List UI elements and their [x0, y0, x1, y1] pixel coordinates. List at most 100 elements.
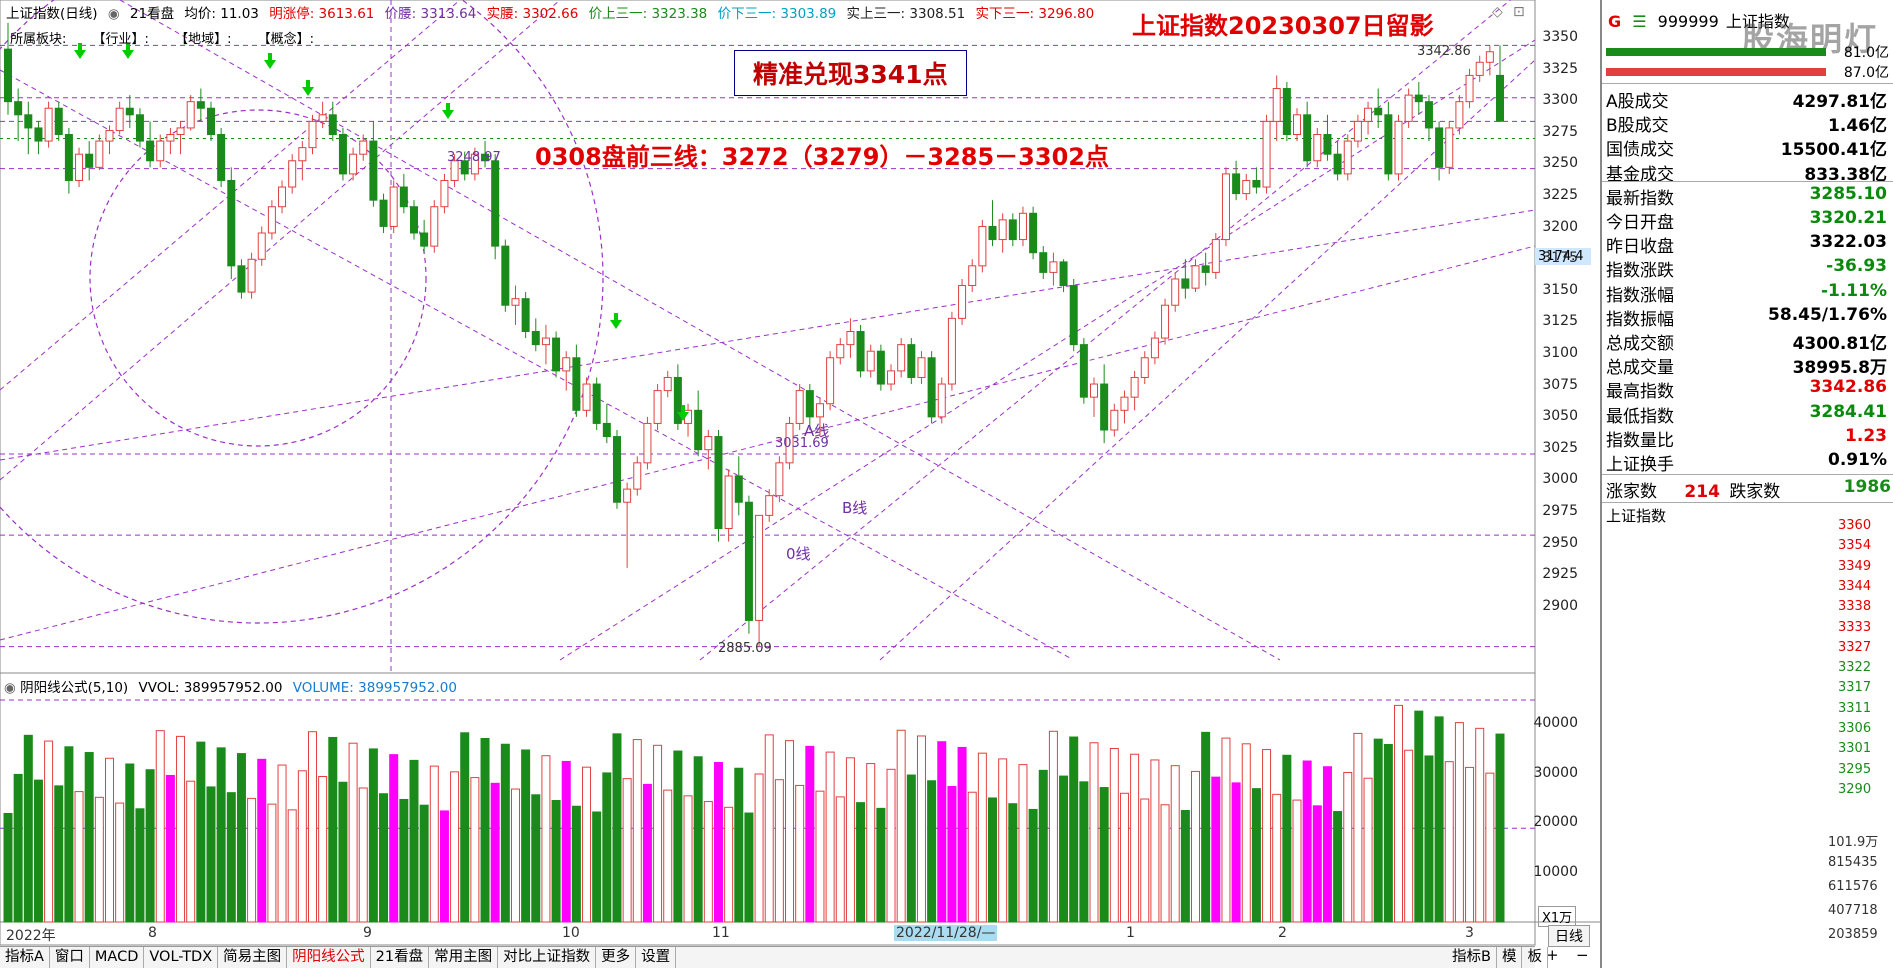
menu-icon[interactable]: ☰ [1632, 12, 1647, 31]
indicator-tab[interactable]: 简易主图 [218, 947, 288, 968]
price-tick: 3250 [1542, 155, 1578, 172]
volume-bar [683, 795, 693, 923]
period-button[interactable]: 日线 [1548, 925, 1590, 947]
candle-body [115, 107, 124, 132]
candle-body [440, 179, 449, 208]
zoom-out-button[interactable]: − [1576, 946, 1589, 964]
quote-value: 15500.41亿 [1780, 140, 1887, 161]
stock-name: 上证指数 [1725, 12, 1790, 31]
volume-bar [998, 758, 1008, 923]
quote-panel: G ☰ 999999 上证指数 股海明灯 81.0亿 87.0亿 A股成交 429… [1600, 0, 1893, 968]
candle-body [958, 285, 967, 319]
fan-line [119, 0, 1281, 661]
volume-bar [1495, 733, 1505, 923]
zoom-in-button[interactable]: + [1546, 946, 1559, 964]
quote-row: 指数涨跌 -36.93 [1602, 255, 1891, 281]
region-menu[interactable]: 【地域】: [175, 32, 232, 47]
quote-label: A股成交 [1606, 92, 1669, 112]
volume-formula-title[interactable]: 阴阳线公式(5,10) [20, 680, 129, 696]
volume-bar [835, 796, 845, 923]
quote-row: 总成交量 38995.8万 [1602, 352, 1891, 379]
indicator-tab-right[interactable]: 指标B [1447, 947, 1497, 968]
period-icon[interactable]: ◉ [107, 6, 120, 22]
solid-up3: 实上三一: 3308.51 [846, 6, 966, 22]
collapse-icon[interactable]: ⊡ [1513, 4, 1525, 20]
volume-bar [490, 782, 500, 923]
candle-body [1211, 239, 1220, 273]
quote-value: 3342.86 [1809, 377, 1887, 398]
quote-row: A股成交 4297.81亿 [1602, 86, 1891, 112]
buy-bar-value: 81.0亿 [1843, 45, 1889, 61]
volume-bar [409, 759, 419, 923]
board-label[interactable]: 所属板块: [10, 32, 67, 47]
mid-label-2: 3031.69 [775, 436, 829, 451]
volume-bar [236, 753, 246, 923]
quote-value: 3284.41 [1809, 401, 1887, 422]
indicator-tab[interactable]: VOL-TDX [144, 947, 219, 968]
volume-bar [1099, 787, 1109, 923]
fan-line [0, 0, 561, 481]
indicator-tab[interactable]: 设置 [636, 947, 677, 968]
volume-bar [1069, 736, 1079, 923]
volume-bar [795, 784, 805, 923]
indicator-tab[interactable]: 阴阳线公式 [287, 947, 371, 968]
volume-bar [1130, 753, 1140, 923]
candle-body [1029, 212, 1038, 254]
indicator-tab[interactable]: 指标A [0, 947, 50, 968]
quote-row: 基金成交 833.38亿 [1602, 159, 1891, 185]
volume-bar [1160, 804, 1170, 923]
settings-icon[interactable]: ◉ [4, 680, 16, 696]
candle-body [1272, 88, 1281, 122]
volume-bar [521, 749, 531, 923]
candle-body [288, 160, 297, 188]
indicator-tab[interactable]: 常用主图 [429, 947, 499, 968]
candle-body [1496, 74, 1504, 122]
signal-arrow-icon [442, 103, 454, 119]
candle-body [815, 403, 824, 418]
candle-body [4, 48, 12, 103]
quote-value: 3285.10 [1809, 183, 1887, 204]
volume-bar [1424, 755, 1434, 923]
volume-bar [805, 745, 815, 923]
quote-value: 4300.81亿 [1792, 334, 1887, 354]
volume-bar [1444, 761, 1454, 923]
volume-bar [1282, 754, 1292, 923]
candle-body [1455, 101, 1464, 129]
intraday-title: 上证指数 [1606, 507, 1667, 525]
volume-tick: 20000 [1533, 814, 1578, 830]
volume-bar [104, 757, 114, 923]
g-icon[interactable]: G [1608, 12, 1622, 31]
volume-bar [1322, 766, 1332, 923]
indicator-tab[interactable]: MACD [90, 947, 145, 968]
quote-label: 基金成交 [1606, 164, 1674, 185]
indicator-tab[interactable]: 更多 [596, 947, 637, 968]
concept-menu[interactable]: 【概念】: [257, 32, 314, 47]
candle-body [44, 107, 53, 142]
candle-body [450, 160, 459, 181]
candle-body [278, 186, 287, 208]
intraday-tick: 3344 [1838, 578, 1872, 594]
volume-bar [54, 785, 64, 923]
candle-body [227, 179, 236, 267]
volume-bar [33, 779, 43, 923]
time-label: 9 [363, 925, 372, 941]
candle-body [623, 488, 632, 503]
volume-bar [450, 771, 460, 923]
low-label: 2885.09 [718, 641, 772, 656]
volume-bar [389, 754, 399, 923]
indicator-tab[interactable]: 窗口 [50, 947, 90, 968]
indicator-tab-right[interactable]: 板 [1522, 947, 1548, 968]
volume-bar [125, 763, 135, 923]
indicator-tab[interactable]: 对比上证指数 [498, 947, 597, 968]
volume-bar [561, 760, 571, 923]
index-title[interactable]: 上证指数(日线) [6, 6, 98, 22]
indicator-tab[interactable]: 21看盘 [371, 947, 430, 968]
indicator-tab-right[interactable]: 模 [1497, 947, 1523, 968]
fan-line [0, 209, 1536, 461]
diamond-icon[interactable]: ◇ [1492, 4, 1503, 20]
quote-label: 总成交量 [1606, 358, 1674, 379]
volume-bar [338, 781, 348, 923]
industry-menu[interactable]: 【行业】: [92, 32, 149, 47]
period-label[interactable]: 21看盘 [129, 6, 175, 22]
